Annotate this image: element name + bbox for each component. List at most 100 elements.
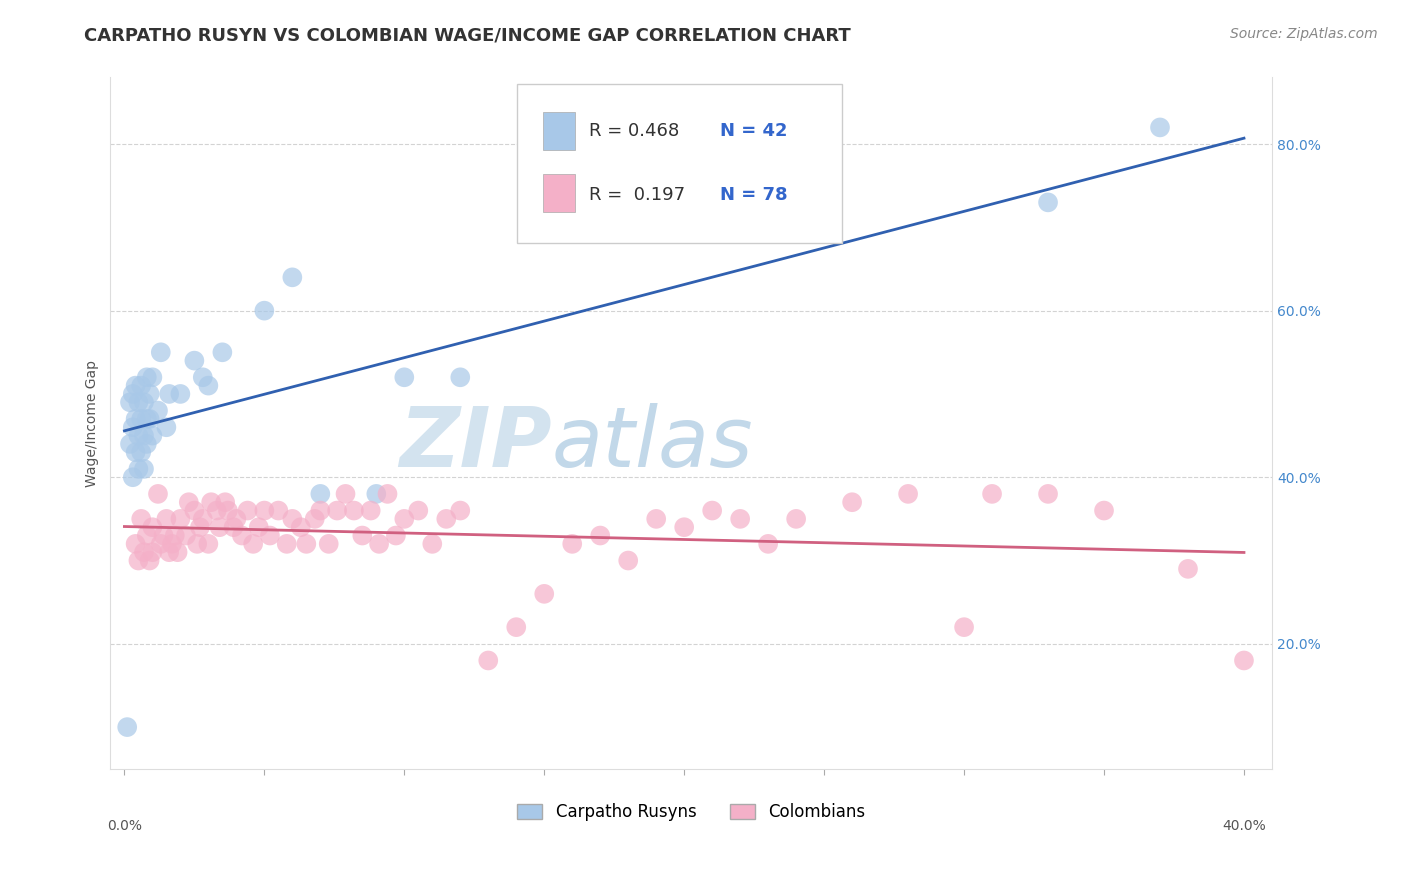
Point <box>118 395 141 409</box>
Point <box>756 537 779 551</box>
Point <box>259 528 281 542</box>
Point <box>115 720 138 734</box>
Point <box>377 487 399 501</box>
Point <box>533 587 555 601</box>
Point <box>138 387 160 401</box>
Point <box>155 512 177 526</box>
Point <box>309 487 332 501</box>
Point <box>420 537 443 551</box>
Point <box>135 528 157 542</box>
Text: atlas: atlas <box>551 403 754 484</box>
Point <box>129 412 152 426</box>
Point <box>124 537 146 551</box>
Point <box>200 495 222 509</box>
Point <box>135 412 157 426</box>
Point <box>169 387 191 401</box>
Point <box>121 470 143 484</box>
FancyBboxPatch shape <box>517 85 842 244</box>
Point <box>290 520 312 534</box>
Point <box>157 545 180 559</box>
Point <box>169 512 191 526</box>
Point <box>163 528 186 542</box>
Point <box>121 420 143 434</box>
Point <box>617 553 640 567</box>
Point <box>1036 487 1059 501</box>
Point <box>132 395 155 409</box>
Point <box>645 512 668 526</box>
Point <box>231 528 253 542</box>
Point <box>183 353 205 368</box>
Point <box>394 512 416 526</box>
Point <box>449 503 471 517</box>
Point <box>129 512 152 526</box>
Point <box>191 512 214 526</box>
Point <box>160 537 183 551</box>
Point <box>1233 653 1256 667</box>
Point <box>309 503 332 517</box>
FancyBboxPatch shape <box>543 174 575 212</box>
Point <box>183 503 205 517</box>
Point <box>135 370 157 384</box>
Text: N = 42: N = 42 <box>720 122 787 140</box>
Point <box>1036 195 1059 210</box>
Point <box>177 495 200 509</box>
Point <box>129 445 152 459</box>
Text: 40.0%: 40.0% <box>1222 819 1265 833</box>
Point <box>505 620 527 634</box>
Point <box>276 537 298 551</box>
Text: R =  0.197: R = 0.197 <box>589 186 685 204</box>
Point <box>124 378 146 392</box>
Point <box>1177 562 1199 576</box>
Point <box>673 520 696 534</box>
Point <box>146 403 169 417</box>
Point <box>217 503 239 517</box>
Point <box>1149 120 1171 135</box>
Point <box>208 520 231 534</box>
Point <box>222 520 245 534</box>
Point <box>242 537 264 551</box>
Point <box>343 503 366 517</box>
Point <box>281 270 304 285</box>
Point <box>166 545 188 559</box>
Point <box>981 487 1004 501</box>
Point <box>408 503 430 517</box>
Point <box>225 512 247 526</box>
Y-axis label: Wage/Income Gap: Wage/Income Gap <box>86 359 100 487</box>
Text: N = 78: N = 78 <box>720 186 787 204</box>
Point <box>141 520 163 534</box>
Point <box>236 503 259 517</box>
Point <box>197 537 219 551</box>
Point <box>589 528 612 542</box>
Point <box>360 503 382 517</box>
Point <box>214 495 236 509</box>
Point <box>132 428 155 442</box>
Point <box>186 537 208 551</box>
Point <box>368 537 391 551</box>
Point <box>127 428 149 442</box>
Point <box>118 437 141 451</box>
Point <box>211 345 233 359</box>
Point <box>127 395 149 409</box>
Point <box>449 370 471 384</box>
Point <box>702 503 724 517</box>
Point <box>205 503 228 517</box>
Point <box>141 428 163 442</box>
Point <box>953 620 976 634</box>
Text: R = 0.468: R = 0.468 <box>589 122 679 140</box>
Point <box>132 545 155 559</box>
Point <box>149 537 172 551</box>
Point <box>197 378 219 392</box>
Point <box>326 503 349 517</box>
Point <box>785 512 807 526</box>
Point <box>434 512 457 526</box>
Point <box>191 370 214 384</box>
Point <box>335 487 357 501</box>
Legend: Carpatho Rusyns, Colombians: Carpatho Rusyns, Colombians <box>509 795 873 830</box>
Point <box>247 520 270 534</box>
Point <box>561 537 583 551</box>
Point <box>352 528 374 542</box>
Point <box>304 512 326 526</box>
Point <box>129 378 152 392</box>
Point <box>366 487 388 501</box>
Point <box>253 503 276 517</box>
